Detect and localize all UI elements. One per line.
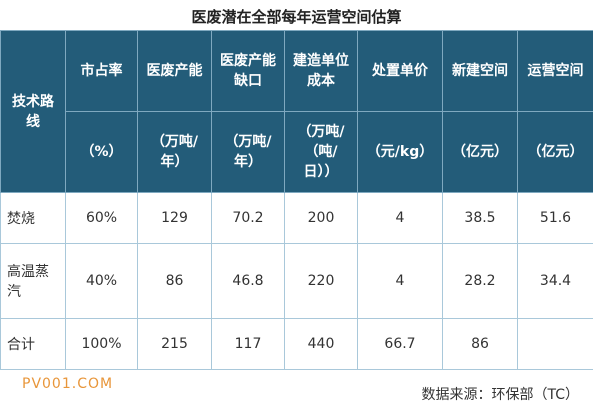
unit-cell: （万吨/年） (137, 111, 212, 193)
cell: 129 (137, 192, 212, 244)
cell: 66.7 (357, 318, 443, 370)
cell: 200 (284, 192, 358, 244)
cell (517, 318, 593, 370)
unit-cell: （亿元） (517, 111, 593, 193)
cell: 440 (284, 318, 358, 370)
cell: 70.2 (211, 192, 285, 244)
cell: 86 (137, 243, 212, 319)
header-cell: 新建空间 (442, 30, 518, 112)
data-row: 高温蒸汽 40% 86 46.8 220 4 28.2 34.4 (0, 243, 593, 319)
cell: 46.8 (211, 243, 285, 319)
cell: 4 (357, 243, 443, 319)
cell: 117 (211, 318, 285, 370)
cell: 4 (357, 192, 443, 244)
cell: 34.4 (517, 243, 593, 319)
table-body: 焚烧 60% 129 70.2 200 4 38.5 51.6 高温蒸汽 40% 86 46.8 220… (0, 192, 593, 370)
data-row: 焚烧 60% 129 70.2 200 4 38.5 51.6 (0, 192, 593, 244)
table: 技术路线 市占率 医废产能 医废产能缺口 建造单位成本 处置单价 新建空间 运营… (0, 30, 593, 370)
watermark: PV001.COM (22, 376, 114, 392)
header-cell: 处置单价 (357, 30, 443, 112)
cell: 28.2 (442, 243, 518, 319)
header-cell: 运营空间 (517, 30, 593, 112)
cell: 220 (284, 243, 358, 319)
cell: 38.5 (442, 192, 518, 244)
unit-cell: （亿元） (442, 111, 518, 193)
source-note: 数据来源：环保部（TC） (421, 387, 579, 403)
unit-cell: （万吨/（吨/日）） (284, 111, 358, 193)
cell: 60% (65, 192, 138, 244)
header-cell: 技术路线 (0, 30, 66, 193)
table-title: 医废潜在全部每年运营空间估算 (191, 8, 402, 26)
cell: 合计 (0, 318, 66, 370)
cell: 86 (442, 318, 518, 370)
header-cell: 市占率 (65, 30, 138, 112)
cell: 高温蒸汽 (0, 243, 66, 319)
header-cell: 建造单位成本 (284, 30, 358, 112)
cell: 215 (137, 318, 212, 370)
unit-cell: （万吨/年） (211, 111, 285, 193)
unit-row: （%） （万吨/年） （万吨/年） （万吨/（吨/日）） （元/kg） （亿元）… (1, 111, 593, 193)
unit-cell: （%） (65, 111, 138, 193)
cell: 100% (65, 318, 138, 370)
unit-cell: （元/kg） (357, 111, 443, 193)
header-row: 技术路线 市占率 医废产能 医废产能缺口 建造单位成本 处置单价 新建空间 运营… (0, 30, 593, 193)
header-cell: 医废产能缺口 (211, 30, 285, 112)
header-cell: 医废产能 (137, 30, 212, 112)
cell: 焚烧 (0, 192, 66, 244)
data-row: 合计 100% 215 117 440 66.7 86 (0, 318, 593, 370)
cell: 51.6 (517, 192, 593, 244)
cell: 40% (65, 243, 138, 319)
